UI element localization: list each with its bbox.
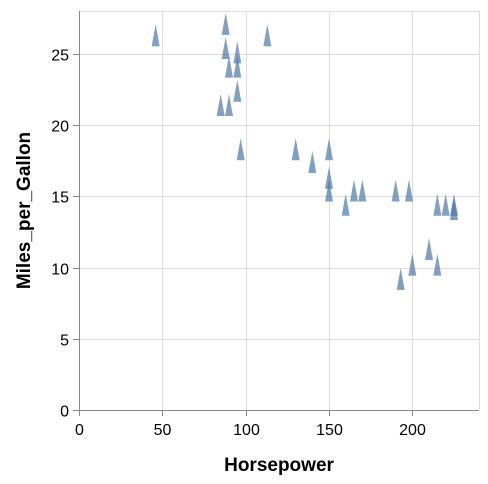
data-point bbox=[151, 24, 160, 47]
data-point bbox=[433, 193, 442, 216]
x-tick-label: 150 bbox=[316, 422, 343, 439]
data-point bbox=[291, 138, 300, 161]
data-point bbox=[325, 138, 333, 161]
data-point bbox=[225, 55, 233, 78]
y-tick-label: 20 bbox=[51, 119, 69, 136]
data-point bbox=[263, 24, 272, 47]
data-point bbox=[350, 179, 358, 202]
y-tick-label: 15 bbox=[51, 190, 69, 207]
x-tick-label: 100 bbox=[233, 422, 260, 439]
data-point bbox=[391, 179, 400, 202]
data-point bbox=[233, 41, 242, 64]
data-point bbox=[408, 253, 417, 276]
x-tick-label: 0 bbox=[75, 422, 84, 439]
data-point bbox=[308, 151, 317, 174]
y-tick-label: 10 bbox=[51, 262, 69, 279]
data-point bbox=[450, 198, 458, 221]
x-axis-title: Horsepower bbox=[224, 455, 334, 476]
data-point bbox=[236, 138, 245, 161]
x-tick-label: 50 bbox=[154, 422, 172, 439]
y-axis-title: Miles_per_Gallon bbox=[14, 132, 35, 289]
data-point bbox=[358, 179, 367, 202]
gridlines bbox=[79, 11, 480, 411]
data-point bbox=[433, 253, 442, 276]
data-point bbox=[221, 12, 230, 35]
axes: 0 50 100 150 200 0 5 10 15 20 25 bbox=[51, 11, 479, 439]
data-point bbox=[325, 166, 333, 189]
data-point bbox=[233, 55, 242, 78]
data-point bbox=[225, 94, 233, 117]
data-point bbox=[341, 193, 350, 216]
data-point bbox=[233, 79, 242, 102]
data-points bbox=[151, 12, 458, 290]
y-tick-label: 0 bbox=[60, 404, 69, 421]
y-tick-label: 25 bbox=[51, 48, 69, 65]
y-tick-label: 5 bbox=[60, 333, 69, 350]
data-point bbox=[425, 237, 433, 260]
data-point bbox=[325, 179, 333, 202]
data-point bbox=[405, 179, 413, 202]
data-point bbox=[441, 193, 450, 216]
data-point bbox=[221, 37, 230, 60]
x-tick-label: 200 bbox=[399, 422, 426, 439]
data-point bbox=[396, 267, 405, 290]
data-point bbox=[216, 94, 225, 117]
